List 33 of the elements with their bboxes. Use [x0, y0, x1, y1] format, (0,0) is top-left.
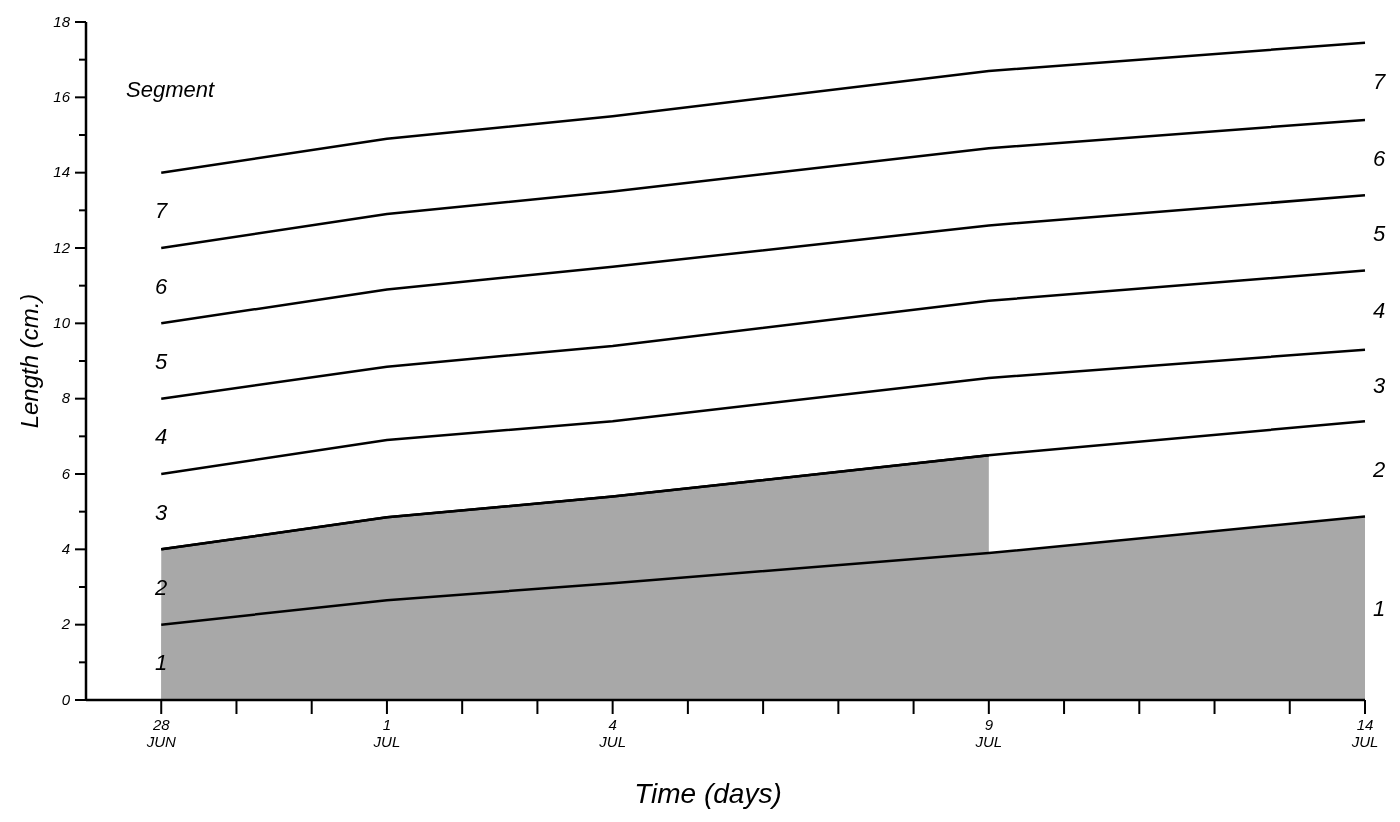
annotation: 3 [155, 499, 169, 525]
y-tick-label: 4 [61, 540, 70, 558]
y-tick-label: 0 [61, 690, 71, 708]
annotation: Segment [126, 77, 215, 103]
annotation: 6 [155, 273, 169, 299]
x-tick-label: 9 JUL [974, 716, 1003, 750]
y-tick-label: 6 [61, 464, 71, 482]
x-tick-label: 4 JUL [598, 716, 626, 750]
y-tick-label: 14 [53, 163, 70, 181]
x-tick-label: 14 JUL [1350, 716, 1379, 750]
y-axis-title: Length (cm.) [16, 293, 43, 429]
annotation: 5 [155, 349, 169, 374]
y-tick-label: 18 [53, 12, 71, 30]
x-tick-label: 28 JUN [145, 716, 176, 750]
x-tick-label: 1 JUL [372, 716, 401, 750]
text: 5 [1372, 220, 1386, 246]
text: 7 [1372, 69, 1386, 95]
annotation: 7 [155, 198, 169, 224]
annotation: 4 [155, 424, 168, 450]
x-axis-title: Time (days) [634, 778, 782, 809]
text: 3 [1372, 373, 1386, 399]
text: 1 [1372, 596, 1386, 622]
text: 6 [1372, 145, 1386, 171]
line-series [159, 118, 1367, 250]
y-tick-label: 10 [53, 314, 71, 332]
annotation: 2 [154, 575, 168, 600]
text: 4 [1372, 298, 1386, 324]
y-tick-label: 8 [61, 389, 71, 407]
y-tick-label: 2 [60, 615, 71, 633]
text: 2 [1371, 456, 1386, 482]
y-tick-label: 12 [53, 238, 71, 256]
y-tick-label: 16 [53, 88, 71, 106]
annotation: 1 [155, 650, 168, 676]
